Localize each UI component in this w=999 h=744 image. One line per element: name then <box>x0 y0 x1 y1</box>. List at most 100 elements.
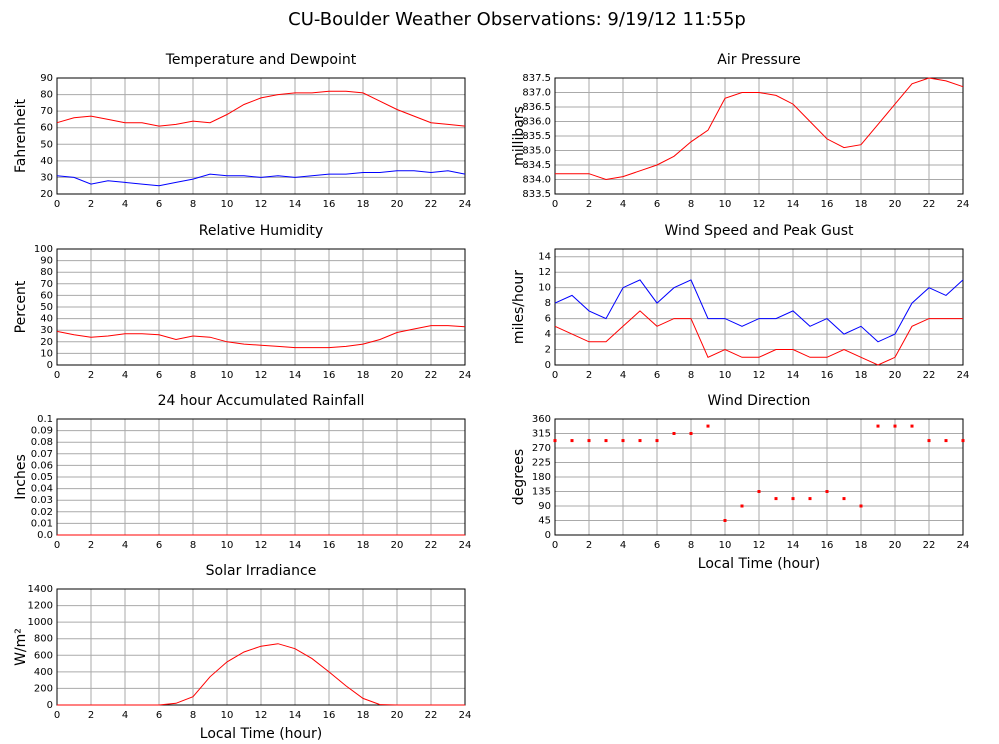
x-tick-label: 8 <box>190 199 196 210</box>
point <box>927 439 931 443</box>
x-tick-label: 4 <box>620 199 626 210</box>
y-tick-label: 70 <box>40 279 53 290</box>
y-tick-label: 315 <box>532 429 551 440</box>
line <box>555 77 964 181</box>
x-tick-label: 14 <box>787 370 800 381</box>
y-tick-label: 833.5 <box>522 189 551 200</box>
plot-frame <box>554 248 964 366</box>
point <box>859 504 863 508</box>
x-tick-label: 2 <box>88 370 94 381</box>
x-tick-label: 24 <box>957 370 970 381</box>
x-tick-label: 22 <box>425 199 438 210</box>
y-tick-label: 834.0 <box>522 175 551 186</box>
y-tick-label: 10 <box>40 348 53 359</box>
plot-frame <box>56 77 466 195</box>
point <box>570 439 574 443</box>
y-axis-label: Inches <box>13 454 29 499</box>
x-tick-label: 6 <box>654 540 660 551</box>
y-tick-label: 0 <box>47 700 53 711</box>
x-tick-label: 6 <box>654 199 660 210</box>
x-tick-label: 10 <box>719 199 732 210</box>
x-tick-label: 10 <box>221 199 234 210</box>
line <box>56 170 466 187</box>
x-tick-label: 12 <box>255 199 268 210</box>
y-tick-label: 0.04 <box>31 484 53 495</box>
y-tick-label: 834.5 <box>522 160 551 171</box>
x-tick-label: 20 <box>391 710 404 721</box>
point <box>876 424 880 428</box>
y-tick-label: 135 <box>532 487 551 498</box>
y-tick-label: 800 <box>34 634 53 645</box>
x-tick-label: 0 <box>54 540 60 551</box>
y-tick-label: 60 <box>40 290 53 301</box>
point <box>672 432 676 435</box>
panel-title: Air Pressure <box>717 52 800 68</box>
x-tick-label: 20 <box>391 199 404 210</box>
y-tick-label: 0.1 <box>37 414 53 425</box>
x-tick-label: 22 <box>425 710 438 721</box>
y-tick-label: 70 <box>40 106 53 117</box>
y-tick-label: 100 <box>34 244 53 255</box>
y-tick-label: 8 <box>545 298 551 309</box>
x-tick-label: 16 <box>323 370 336 381</box>
x-tick-label: 20 <box>889 199 902 210</box>
point <box>961 439 965 443</box>
y-tick-label: 360 <box>532 414 551 425</box>
y-tick-label: 50 <box>40 302 53 313</box>
x-tick-label: 12 <box>255 370 268 381</box>
x-tick-label: 10 <box>221 710 234 721</box>
y-tick-label: 1000 <box>28 617 53 628</box>
x-tick-label: 2 <box>88 710 94 721</box>
plot-frame <box>56 248 466 366</box>
point <box>757 490 761 493</box>
y-tick-label: 20 <box>40 189 53 200</box>
point <box>910 424 914 428</box>
y-tick-label: 0.08 <box>31 437 53 448</box>
x-tick-label: 12 <box>753 370 766 381</box>
x-tick-label: 18 <box>357 710 370 721</box>
y-tick-label: 12 <box>538 267 551 278</box>
y-tick-label: 0.07 <box>31 449 53 460</box>
x-tick-label: 20 <box>889 370 902 381</box>
line <box>554 310 963 366</box>
x-tick-label: 12 <box>255 710 268 721</box>
x-tick-label: 14 <box>289 199 302 210</box>
y-tick-label: 0.02 <box>31 507 53 518</box>
x-tick-label: 20 <box>391 540 404 551</box>
x-tick-label: 0 <box>552 199 558 210</box>
plot-frame <box>554 77 964 195</box>
x-tick-label: 10 <box>221 540 234 551</box>
x-tick-label: 8 <box>688 370 694 381</box>
x-tick-label: 18 <box>357 540 370 551</box>
panel-title: Wind Speed and Peak Gust <box>665 223 854 239</box>
x-tick-label: 8 <box>190 370 196 381</box>
x-tick-label: 4 <box>122 370 128 381</box>
x-tick-label: 6 <box>156 199 162 210</box>
y-tick-label: 0.0 <box>37 530 53 541</box>
x-tick-label: 16 <box>821 540 834 551</box>
y-axis-label: degrees <box>511 449 527 505</box>
x-tick-label: 8 <box>190 710 196 721</box>
x-tick-label: 12 <box>753 199 766 210</box>
plot-frame <box>56 588 466 706</box>
y-tick-label: 0.09 <box>31 426 53 437</box>
line <box>57 643 465 706</box>
y-tick-label: 0 <box>545 530 551 541</box>
plot-frame <box>554 418 964 536</box>
line <box>554 279 964 343</box>
panel-title: Wind Direction <box>708 393 811 409</box>
x-tick-label: 0 <box>54 370 60 381</box>
y-axis-label: millibars <box>511 106 527 166</box>
x-tick-label: 18 <box>855 370 868 381</box>
x-tick-label: 6 <box>654 370 660 381</box>
x-tick-label: 18 <box>855 199 868 210</box>
y-tick-label: 0.01 <box>31 518 53 529</box>
y-tick-label: 1400 <box>28 584 53 595</box>
y-tick-label: 0 <box>545 360 551 371</box>
y-tick-label: 270 <box>532 443 551 454</box>
y-tick-label: 180 <box>532 472 551 483</box>
y-axis-label: Percent <box>13 280 29 333</box>
x-tick-label: 22 <box>923 370 936 381</box>
x-tick-label: 22 <box>923 199 936 210</box>
